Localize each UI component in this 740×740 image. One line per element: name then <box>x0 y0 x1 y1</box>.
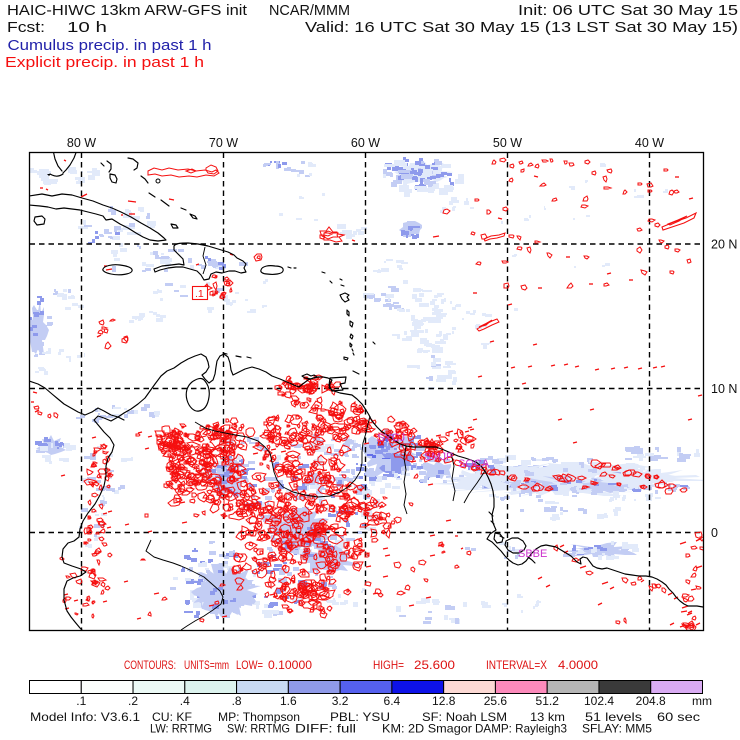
svg-text:60 W: 60 W <box>351 136 380 150</box>
svg-text:.8: .8 <box>232 694 242 708</box>
svg-text:mm: mm <box>692 694 712 708</box>
svg-text:SFLAY: MM5: SFLAY: MM5 <box>582 722 652 736</box>
svg-text:CU: KF: CU: KF <box>152 710 192 724</box>
svg-text:SYCJ: SYCJ <box>377 432 405 444</box>
svg-text:LW: RRTMG: LW: RRTMG <box>150 722 212 736</box>
svg-text:.1: .1 <box>195 288 204 300</box>
svg-text:HAIC-HIWC 13km ARW-GFS init: HAIC-HIWC 13km ARW-GFS init <box>7 2 248 19</box>
svg-text:CONTOURS:: CONTOURS: <box>124 658 176 672</box>
svg-text:MP: Thompson: MP: Thompson <box>218 710 300 724</box>
svg-text:HIGH=: HIGH= <box>373 658 404 672</box>
svg-text:10 N: 10 N <box>711 382 737 396</box>
svg-text:51 levels: 51 levels <box>585 710 642 724</box>
svg-text:KM: 2D Smagor: KM: 2D Smagor <box>382 722 472 736</box>
svg-text:Init: 06 UTC Sat 30 May 15: Init: 06 UTC Sat 30 May 15 <box>518 2 738 19</box>
svg-text:.2: .2 <box>128 694 138 708</box>
svg-text:0.10000: 0.10000 <box>268 658 312 672</box>
svg-text:UNITS=mm: UNITS=mm <box>184 658 229 672</box>
svg-text:NCAR/MMM: NCAR/MMM <box>269 2 350 19</box>
svg-text:40 W: 40 W <box>635 136 664 150</box>
svg-text:Cumulus precip. in past 1 h: Cumulus precip. in past 1 h <box>8 37 212 54</box>
svg-text:SW: RRTMG: SW: RRTMG <box>227 722 290 736</box>
svg-text:80 W: 80 W <box>67 136 96 150</box>
svg-text:LOW=: LOW= <box>236 658 263 672</box>
svg-text:Explicit precip. in past 1 h: Explicit precip. in past 1 h <box>5 54 204 71</box>
svg-text:6.4: 6.4 <box>384 694 401 708</box>
svg-text:.4: .4 <box>180 694 190 708</box>
svg-text:51.2: 51.2 <box>536 694 560 708</box>
svg-text:204.8: 204.8 <box>636 694 666 708</box>
svg-text:102.4: 102.4 <box>584 694 614 708</box>
svg-text:25.600: 25.600 <box>414 658 455 672</box>
svg-text:13 km: 13 km <box>530 710 565 724</box>
svg-text:4.0000: 4.0000 <box>558 658 598 672</box>
svg-text:70 W: 70 W <box>209 136 238 150</box>
svg-text:SF: Noah LSM: SF: Noah LSM <box>422 710 507 724</box>
svg-text:Model Info: V3.6.1: Model Info: V3.6.1 <box>30 710 140 724</box>
svg-text:SBBE: SBBE <box>518 548 547 560</box>
svg-text:3.2: 3.2 <box>332 694 349 708</box>
svg-text:SOCA: SOCA <box>458 458 490 470</box>
svg-text:12.8: 12.8 <box>432 694 456 708</box>
svg-text:60 sec: 60 sec <box>657 710 700 724</box>
svg-text:Valid: 16 UTC Sat 30 May 15 (1: Valid: 16 UTC Sat 30 May 15 (13 LST Sat … <box>305 19 738 36</box>
svg-text:PBL: YSU: PBL: YSU <box>330 710 390 724</box>
svg-text:.1: .1 <box>76 694 86 708</box>
svg-text:50 W: 50 W <box>493 136 522 150</box>
svg-text:20 N: 20 N <box>711 238 737 252</box>
svg-text:0: 0 <box>711 526 718 540</box>
svg-text:DIFF: full: DIFF: full <box>295 722 356 736</box>
svg-text:INTERVAL=X: INTERVAL=X <box>486 658 547 672</box>
svg-text:10 h: 10 h <box>67 19 107 36</box>
svg-text:25.6: 25.6 <box>484 694 508 708</box>
svg-text:Fcst:: Fcst: <box>7 19 45 36</box>
svg-text:DAMP: Rayleigh3: DAMP: Rayleigh3 <box>475 722 567 736</box>
svg-text:1.6: 1.6 <box>280 694 297 708</box>
svg-text:SMJP: SMJP <box>424 451 453 463</box>
